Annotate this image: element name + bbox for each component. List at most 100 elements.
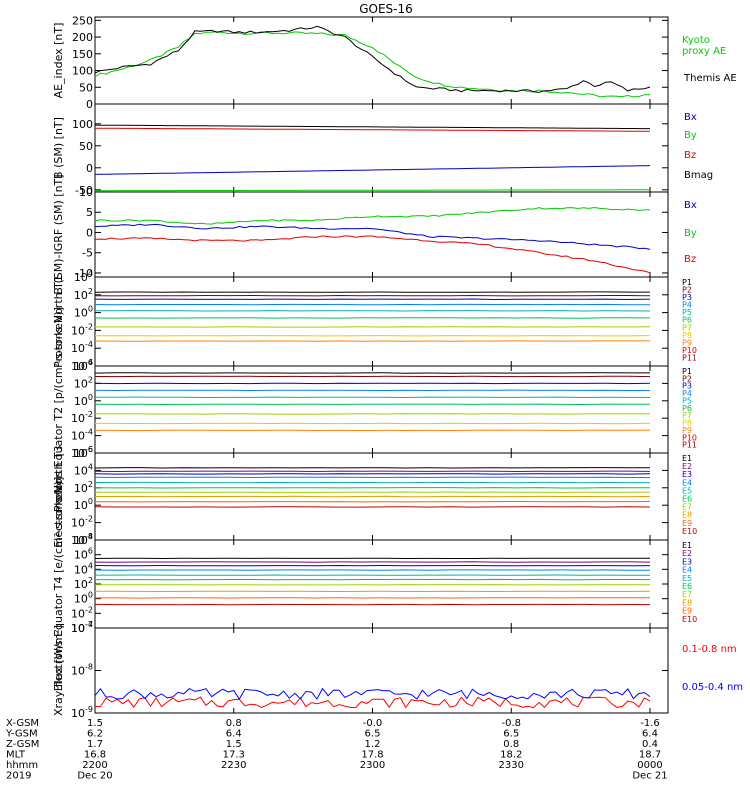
y-tick-label: 104 — [74, 358, 93, 373]
legend-b-entry: Bz — [684, 150, 696, 161]
legend-bigrf-entry: Bx — [684, 200, 697, 211]
channel-label: P11 — [682, 353, 697, 362]
series-line-p3 — [95, 299, 650, 300]
legend-xray-entry: 0.1-0.8 nm — [682, 644, 737, 655]
x-row-label: Z-GSM — [6, 739, 39, 750]
x-tick-value: 0000 — [637, 760, 662, 771]
series-line-kyoto-proxy-ae — [95, 32, 650, 97]
series-line-bx — [95, 166, 650, 175]
y-tick-label: 50 — [79, 81, 93, 94]
x-tick-value: 1.2 — [365, 739, 381, 750]
x-row-label: X-GSM — [6, 718, 39, 729]
series-line-e4 — [95, 477, 650, 478]
legend-ae-entry: Themis AE — [683, 73, 737, 84]
y-tick-label: 102 — [74, 287, 93, 302]
x-tick-value: 18.7 — [639, 750, 661, 761]
x-row-label: Y-GSM — [5, 729, 38, 740]
legend-b-entry: Bx — [684, 112, 697, 123]
panel-frame — [95, 366, 668, 453]
y-tick-label: 0 — [86, 98, 93, 111]
panel-frame — [95, 277, 668, 366]
panel-frame — [95, 17, 668, 104]
x-tick-value: 6.4 — [642, 729, 658, 740]
y-tick-label: 10-8 — [71, 663, 93, 678]
y-tick-label: 106 — [74, 547, 93, 562]
y-axis-label: AE_index [nT] — [52, 23, 65, 99]
series-line-by — [95, 208, 650, 225]
y-tick-label: 100 — [74, 497, 93, 512]
y-tick-label: 0 — [86, 226, 93, 239]
y-tick-label: 102 — [74, 576, 93, 591]
panel-frame — [95, 192, 668, 277]
x-tick-value: Dec 20 — [77, 771, 112, 782]
y-tick-label: 10 — [79, 186, 93, 199]
x-tick-value: -1.6 — [640, 718, 660, 729]
x-tick-value: 0.8 — [226, 718, 242, 729]
y-tick-label: 10-4 — [71, 340, 93, 355]
panel-ae: AE_index [nT] 0 50 100 150 200 250 — [52, 14, 668, 111]
y-tick-label: 106 — [74, 445, 93, 460]
plot-title: GOES-16 — [359, 2, 413, 16]
x-tick-value: 2300 — [360, 760, 385, 771]
x-tick-value: 18.2 — [500, 750, 522, 761]
series-line-themis-ae — [95, 26, 650, 92]
y-tick-label: 108 — [74, 532, 93, 547]
y-axis-label: Xray flux [W/m²] — [52, 625, 65, 716]
x-tick-value: 0.4 — [642, 739, 658, 750]
legend-bigrf-entry: By — [684, 228, 697, 239]
x-tick-value: Dec 21 — [632, 771, 667, 782]
y-tick-label: 50 — [79, 140, 93, 153]
x-row-label: MLT — [6, 750, 26, 761]
y-tick-label: 100 — [74, 393, 93, 408]
y-tick-label: 250 — [72, 14, 93, 27]
y-tick-label: 100 — [74, 305, 93, 320]
panel-frame — [95, 540, 668, 628]
series-line-bx — [95, 224, 650, 249]
legend-xray-entry: 0.05-0.4 nm — [682, 682, 743, 693]
x-tick-value: 1.5 — [226, 739, 242, 750]
x-tick-value: 6.4 — [226, 729, 242, 740]
series-line-bz — [95, 236, 650, 273]
y-tick-label: 100 — [72, 65, 93, 78]
series-line-0-1-0-8-nm — [95, 697, 650, 708]
y-tick-label: 102 — [74, 480, 93, 495]
x-tick-value: 0.8 — [503, 739, 519, 750]
legend-ae-entry: proxy AE — [682, 46, 726, 57]
x-row-label: 2019 — [6, 771, 31, 782]
y-tick-label: 104 — [74, 269, 93, 284]
legend-b-entry: Bmag — [684, 170, 713, 181]
y-tick-label: 10-7 — [71, 620, 93, 635]
panel-et4: Electrons Equator T4 [e/(cm²-s-sr-keV)]1… — [52, 477, 697, 692]
y-tick-label: 104 — [74, 462, 93, 477]
panel-xray: Xray flux [W/m²]10-710-810-9 — [52, 620, 668, 720]
x-tick-value: 17.3 — [223, 750, 245, 761]
x-axis-labels: X-GSMY-GSMZ-GSMMLThhmm20191.56.21.716.82… — [5, 718, 668, 782]
legend-bigrf-entry: Bz — [684, 254, 696, 265]
legend-ae-entry: Kyoto — [682, 35, 710, 46]
y-tick-label: 150 — [72, 48, 93, 61]
x-tick-value: 1.7 — [87, 739, 103, 750]
x-tick-value: 17.8 — [361, 750, 383, 761]
x-tick-value: 6.5 — [503, 729, 519, 740]
x-tick-value: 2330 — [499, 760, 524, 771]
legend-b-entry: By — [684, 130, 697, 141]
y-tick-label: 200 — [72, 31, 93, 44]
series-line-bz — [95, 128, 650, 131]
y-axis-label: B (SM) [nT] — [52, 117, 65, 179]
x-tick-value: -0.0 — [363, 718, 383, 729]
channel-label: P11 — [682, 441, 697, 450]
panel-frame — [95, 104, 668, 192]
y-tick-label: 100 — [72, 118, 93, 131]
y-tick-label: 10-2 — [71, 605, 93, 620]
x-tick-value: -0.8 — [501, 718, 521, 729]
series-line-by — [95, 190, 650, 191]
y-tick-label: 10-2 — [71, 515, 93, 530]
y-tick-label: 100 — [74, 591, 93, 606]
series-line-p4 — [95, 390, 650, 391]
x-row-label: hhmm — [6, 760, 38, 771]
